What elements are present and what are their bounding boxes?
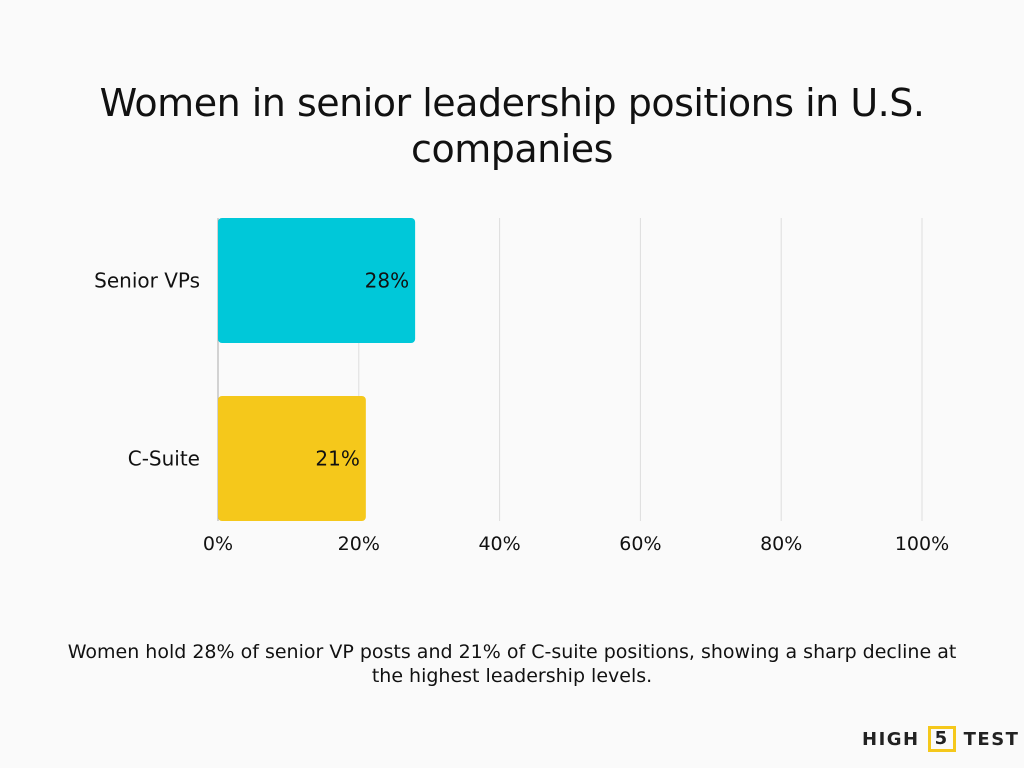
bar [218, 218, 416, 343]
logo-text-five: 5 [927, 726, 956, 752]
logo-text-right: TEST [963, 728, 1020, 750]
x-tick-label: 40% [478, 533, 520, 555]
high5test-logo: HIGH 5 TEST [862, 726, 1019, 752]
x-tick-label: 80% [760, 533, 802, 555]
x-tick-label: 20% [338, 533, 380, 555]
category-label: C-Suite [128, 447, 200, 471]
bar-chart: 0% 20% 40% 60% 80% 100% Senior VPs 28% C-Suite 21… [94, 218, 949, 555]
x-tick-label: 60% [619, 533, 661, 555]
data-label: 28% [365, 269, 409, 293]
data-label: 21% [315, 447, 359, 471]
category-label: Senior VPs [94, 269, 200, 293]
logo-text-left: HIGH [862, 728, 920, 750]
x-tick-label: 0% [203, 533, 233, 555]
x-tick-label: 100% [895, 533, 949, 555]
chart-caption: Women hold 28% of senior VP posts and 21… [67, 641, 957, 687]
chart-title: Women in senior leadership positions in … [99, 81, 925, 171]
bar [218, 396, 366, 521]
